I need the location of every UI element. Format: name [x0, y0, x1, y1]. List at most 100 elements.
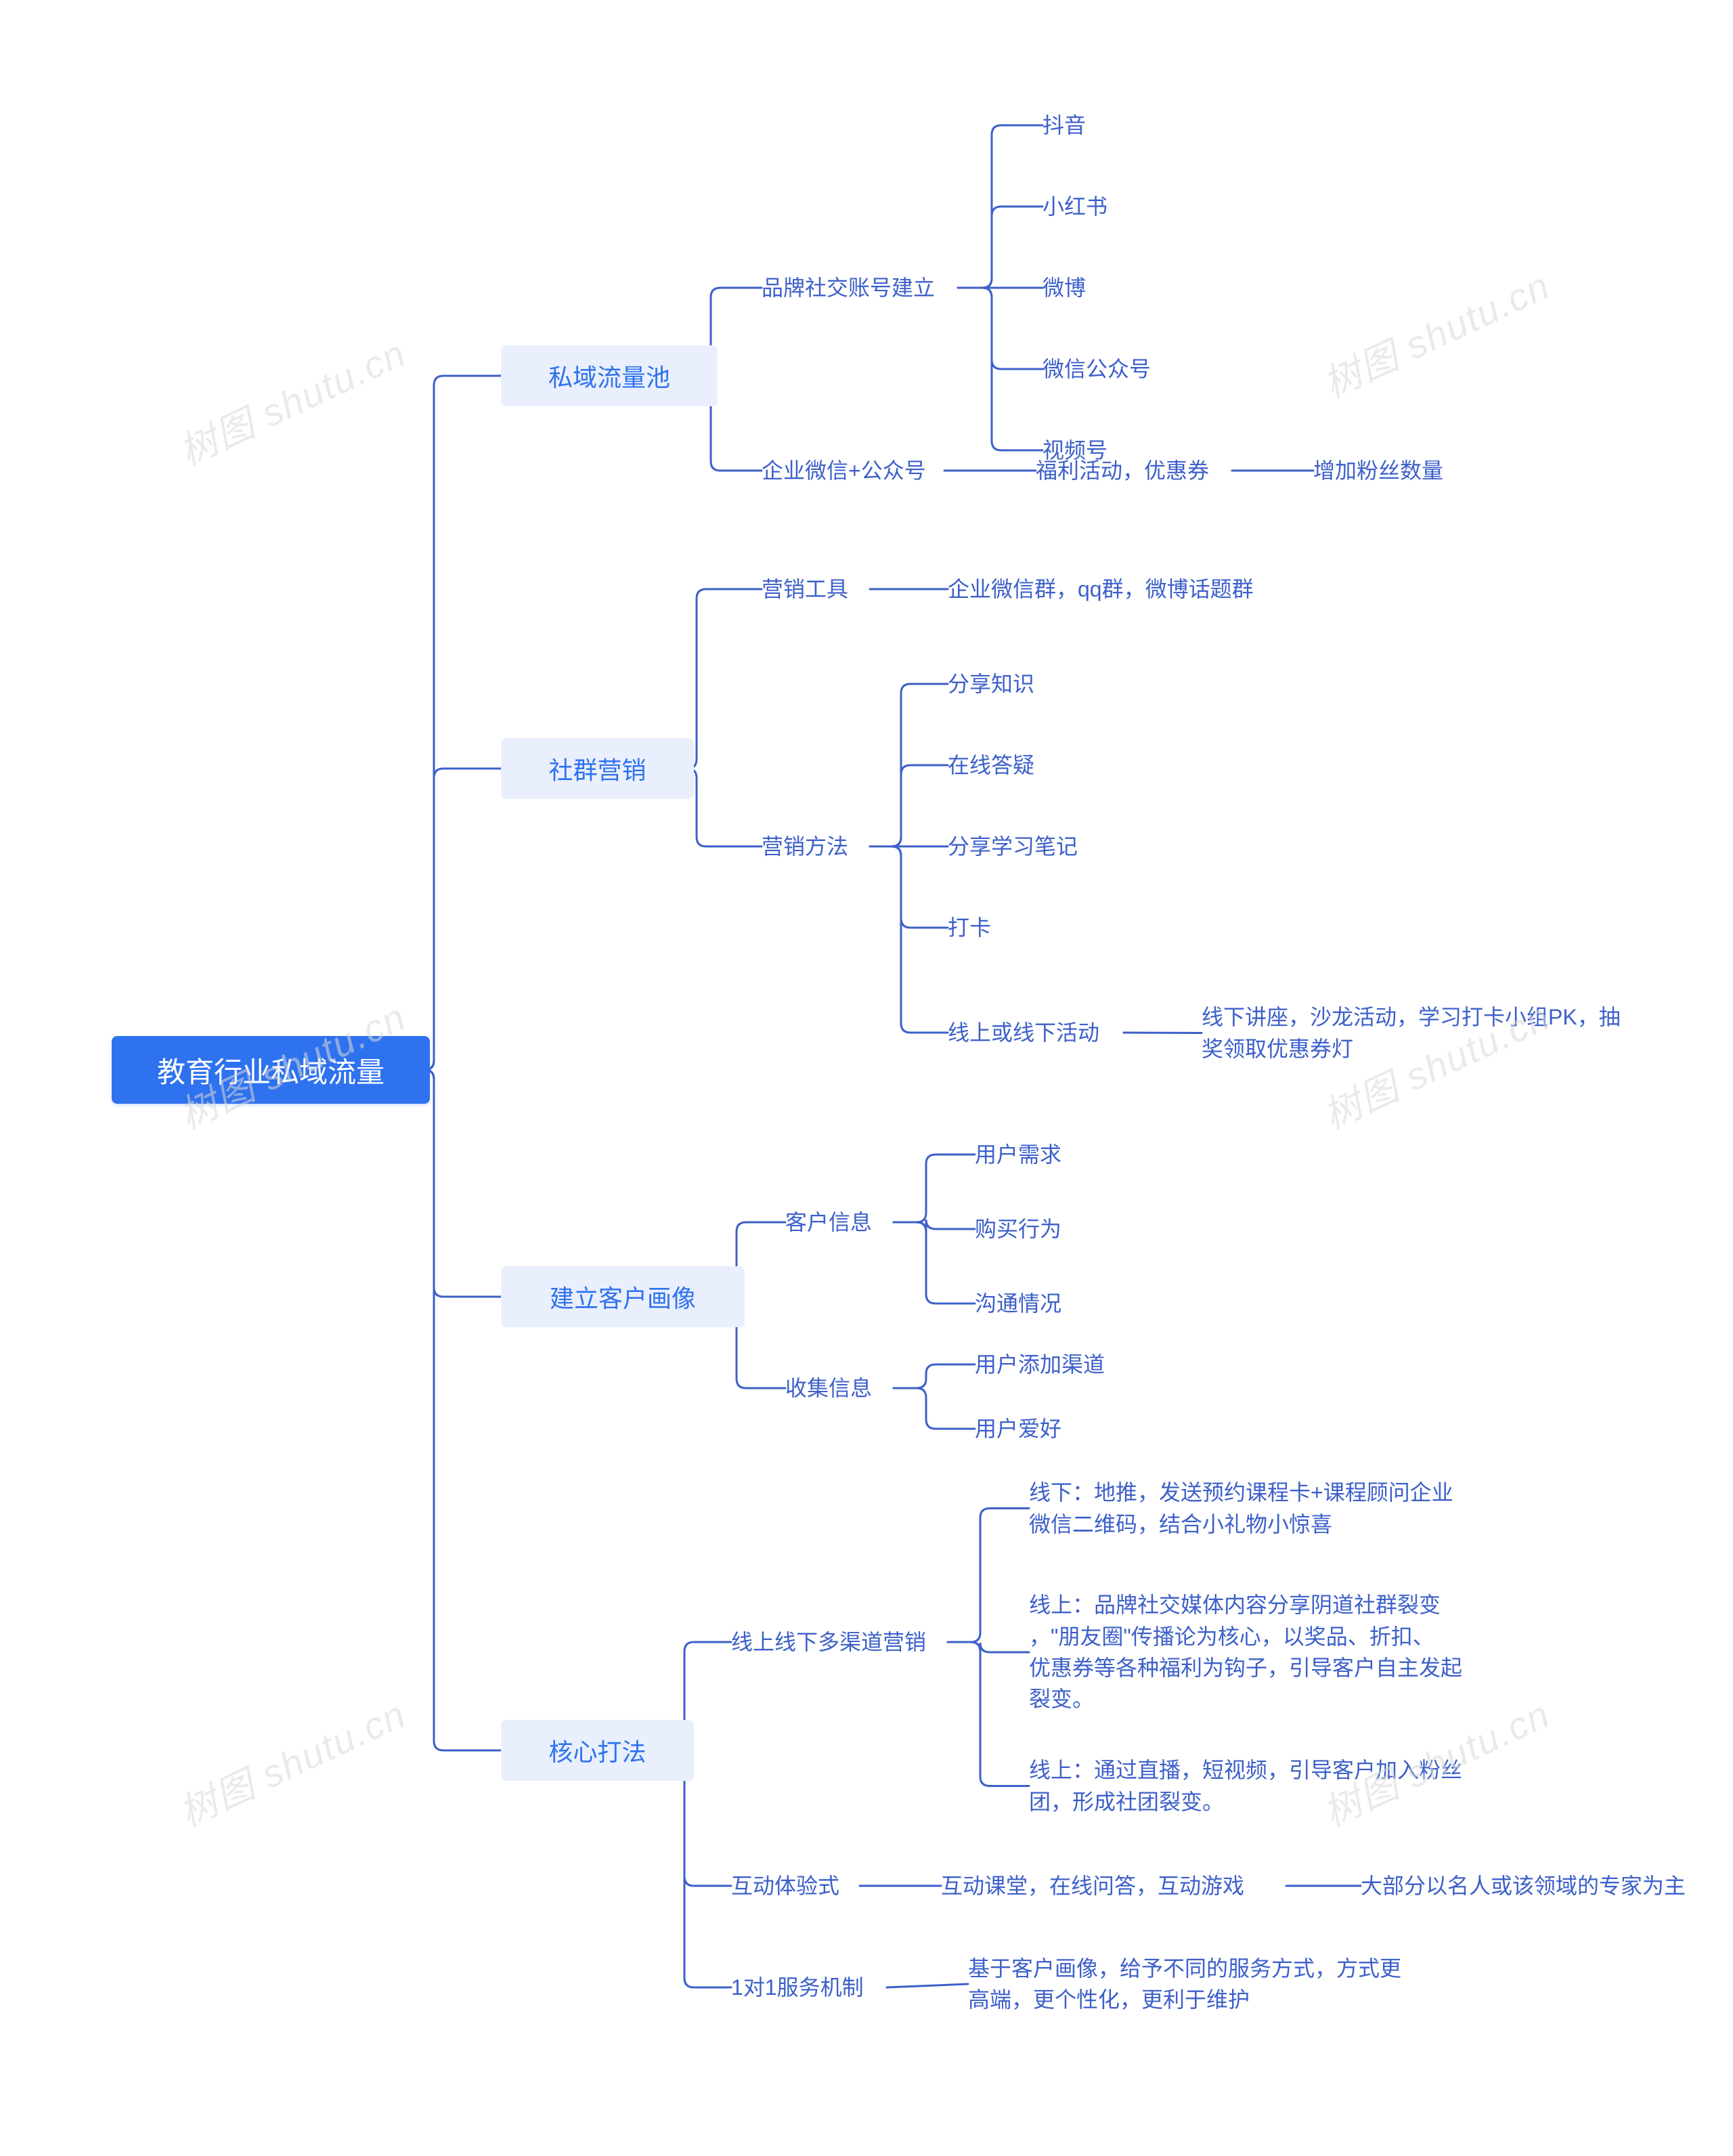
- leaf-label: 大部分以名人或该领域的专家为主: [1361, 1870, 1686, 1901]
- leaf-text: 裂变。: [1029, 1683, 1094, 1715]
- leaf-label: 1对1服务机制: [731, 1972, 864, 2003]
- leaf-label: 购买行为: [975, 1213, 1061, 1245]
- leaf-node: 基于客户画像，给予不同的服务方式，方式更高端，更个性化，更利于维护: [968, 1950, 1401, 2018]
- watermark: 树图 shutu.cn: [169, 1684, 414, 1837]
- watermark: 树图 shutu.cn: [169, 323, 414, 476]
- connector: [958, 288, 1043, 369]
- connector: [948, 1642, 1029, 1786]
- leaf-node: 线上：通过直播，短视频，引导客户加入粉丝团，形成社团裂变。: [1029, 1754, 1462, 1818]
- leaf-label: 营销方法: [762, 831, 848, 862]
- connector: [870, 684, 948, 846]
- leaf-node: 互动课堂，在线问答，互动游戏: [941, 1869, 1286, 1903]
- connector: [958, 207, 1043, 288]
- connector: [948, 1509, 1029, 1643]
- leaf-node: 微博: [1043, 271, 1124, 305]
- leaf-node: 小红书: [1043, 190, 1137, 223]
- leaf-node: 营销工具: [762, 572, 870, 606]
- connector: [958, 288, 1043, 450]
- connector: [948, 1642, 1029, 1652]
- leaf-node: 沟通情况: [975, 1287, 1083, 1320]
- connector: [389, 376, 501, 1070]
- branch-label: 社群营销: [548, 751, 646, 786]
- connector: [870, 846, 948, 1033]
- connector: [958, 125, 1043, 288]
- leaf-label: 线上线下多渠道营销: [731, 1626, 926, 1658]
- leaf-text: 线上：品牌社交媒体内容分享阴道社群裂变: [1029, 1589, 1441, 1620]
- leaf-text: 优惠券等各种福利为钩子，引导客户自主发起: [1029, 1652, 1462, 1683]
- branch-node: 核心打法: [501, 1720, 694, 1781]
- root-node: 教育行业私域流量: [112, 1036, 430, 1104]
- connector: [887, 1984, 968, 1987]
- leaf-node: 品牌社交账号建立: [762, 271, 958, 305]
- leaf-text: 奖领取优惠券灯: [1202, 1033, 1353, 1064]
- leaf-label: 企业微信群，qq群，微博话题群: [948, 574, 1254, 605]
- branch-node: 社群营销: [501, 738, 694, 799]
- leaf-label: 抖音: [1043, 110, 1086, 141]
- leaf-label: 客户信息: [785, 1207, 872, 1238]
- leaf-label: 增加粉丝数量: [1313, 455, 1443, 486]
- leaf-node: 福利活动，优惠券: [1036, 454, 1232, 488]
- leaf-label: 沟通情况: [975, 1288, 1061, 1319]
- connector: [653, 1750, 731, 1987]
- leaf-node: 分享知识: [948, 667, 1056, 701]
- leaf-text: 基于客户画像，给予不同的服务方式，方式更: [968, 1953, 1401, 1984]
- leaf-label: 企业微信+公众号: [762, 455, 926, 486]
- connector: [389, 769, 501, 1070]
- leaf-label: 微信公众号: [1043, 353, 1151, 385]
- mindmap-canvas: 教育行业私域流量 私域流量池社群营销建立客户画像核心打法 品牌社交账号建立企业微信+…: [0, 0, 1733, 2156]
- leaf-node: 互动体验式: [731, 1869, 860, 1903]
- branch-label: 私域流量池: [548, 358, 670, 393]
- leaf-text: 微信二维码，结合小礼物小惊喜: [1029, 1509, 1332, 1540]
- leaf-label: 微博: [1043, 272, 1086, 303]
- leaf-label: 用户添加渠道: [975, 1349, 1105, 1380]
- root-label: 教育行业私域流量: [157, 1050, 385, 1091]
- leaf-node: 大部分以名人或该领域的专家为主: [1361, 1869, 1726, 1903]
- leaf-text: 高端，更个性化，更利于维护: [968, 1984, 1250, 2015]
- leaf-node: 客户信息: [785, 1205, 894, 1239]
- leaf-node: 线上：品牌社交媒体内容分享阴道社群裂变，"朋友圈"传播论为核心，以奖品、折扣、优…: [1029, 1588, 1462, 1717]
- leaf-node: 用户需求: [975, 1138, 1083, 1171]
- leaf-node: 线上线下多渠道营销: [731, 1625, 948, 1659]
- leaf-label: 福利活动，优惠券: [1036, 455, 1209, 486]
- leaf-node: 线下：地推，发送预约课程卡+课程顾问企业微信二维码，结合小礼物小惊喜: [1029, 1476, 1455, 1540]
- leaf-text: 团，形成社团裂变。: [1029, 1786, 1224, 1817]
- connector: [894, 1155, 975, 1222]
- leaf-label: 收集信息: [785, 1373, 872, 1404]
- leaf-label: 在线答疑: [948, 750, 1034, 781]
- branch-label: 建立客户画像: [550, 1279, 696, 1314]
- leaf-node: 收集信息: [785, 1371, 894, 1405]
- connector: [870, 765, 948, 846]
- leaf-node: 1对1服务机制: [731, 1970, 887, 2004]
- leaf-label: 互动体验式: [731, 1870, 839, 1901]
- leaf-node: 营销方法: [762, 829, 870, 863]
- leaf-node: 购买行为: [975, 1212, 1083, 1246]
- leaf-label: 线上或线下活动: [948, 1017, 1099, 1048]
- leaf-label: 营销工具: [762, 574, 848, 605]
- connector: [894, 1220, 975, 1232]
- leaf-label: 用户爱好: [975, 1413, 1061, 1444]
- leaf-node: 线上或线下活动: [948, 1016, 1124, 1050]
- leaf-label: 品牌社交账号建立: [762, 272, 935, 303]
- branch-node: 建立客户画像: [501, 1266, 745, 1327]
- leaf-text: 线下讲座，沙龙活动，学习打卡小组PK，抽: [1202, 1001, 1621, 1033]
- leaf-node: 微信公众号: [1043, 352, 1171, 386]
- leaf-node: 用户添加渠道: [975, 1348, 1131, 1381]
- connector: [389, 1070, 501, 1297]
- leaf-label: 用户需求: [975, 1139, 1061, 1170]
- leaf-label: 分享学习笔记: [948, 831, 1078, 862]
- leaf-text: 线上：通过直播，短视频，引导客户加入粉丝: [1029, 1754, 1462, 1786]
- leaf-label: 互动课堂，在线问答，互动游戏: [941, 1870, 1244, 1901]
- leaf-label: 分享知识: [948, 668, 1034, 699]
- branch-node: 私域流量池: [501, 345, 718, 406]
- leaf-node: 增加粉丝数量: [1313, 454, 1469, 488]
- leaf-node: 抖音: [1043, 108, 1124, 142]
- leaf-node: 企业微信+公众号: [762, 454, 944, 488]
- leaf-text: 线下：地推，发送预约课程卡+课程顾问企业: [1029, 1477, 1453, 1508]
- watermark: 树图 shutu.cn: [1313, 255, 1558, 408]
- leaf-label: 打卡: [948, 912, 991, 943]
- leaf-text: ，"朋友圈"传播论为核心，以奖品、折扣、: [1029, 1621, 1434, 1652]
- connector: [894, 1364, 975, 1388]
- leaf-node: 线下讲座，沙龙活动，学习打卡小组PK，抽奖领取优惠券灯: [1202, 1001, 1635, 1065]
- connector: [894, 1388, 975, 1429]
- leaf-node: 用户爱好: [975, 1412, 1083, 1446]
